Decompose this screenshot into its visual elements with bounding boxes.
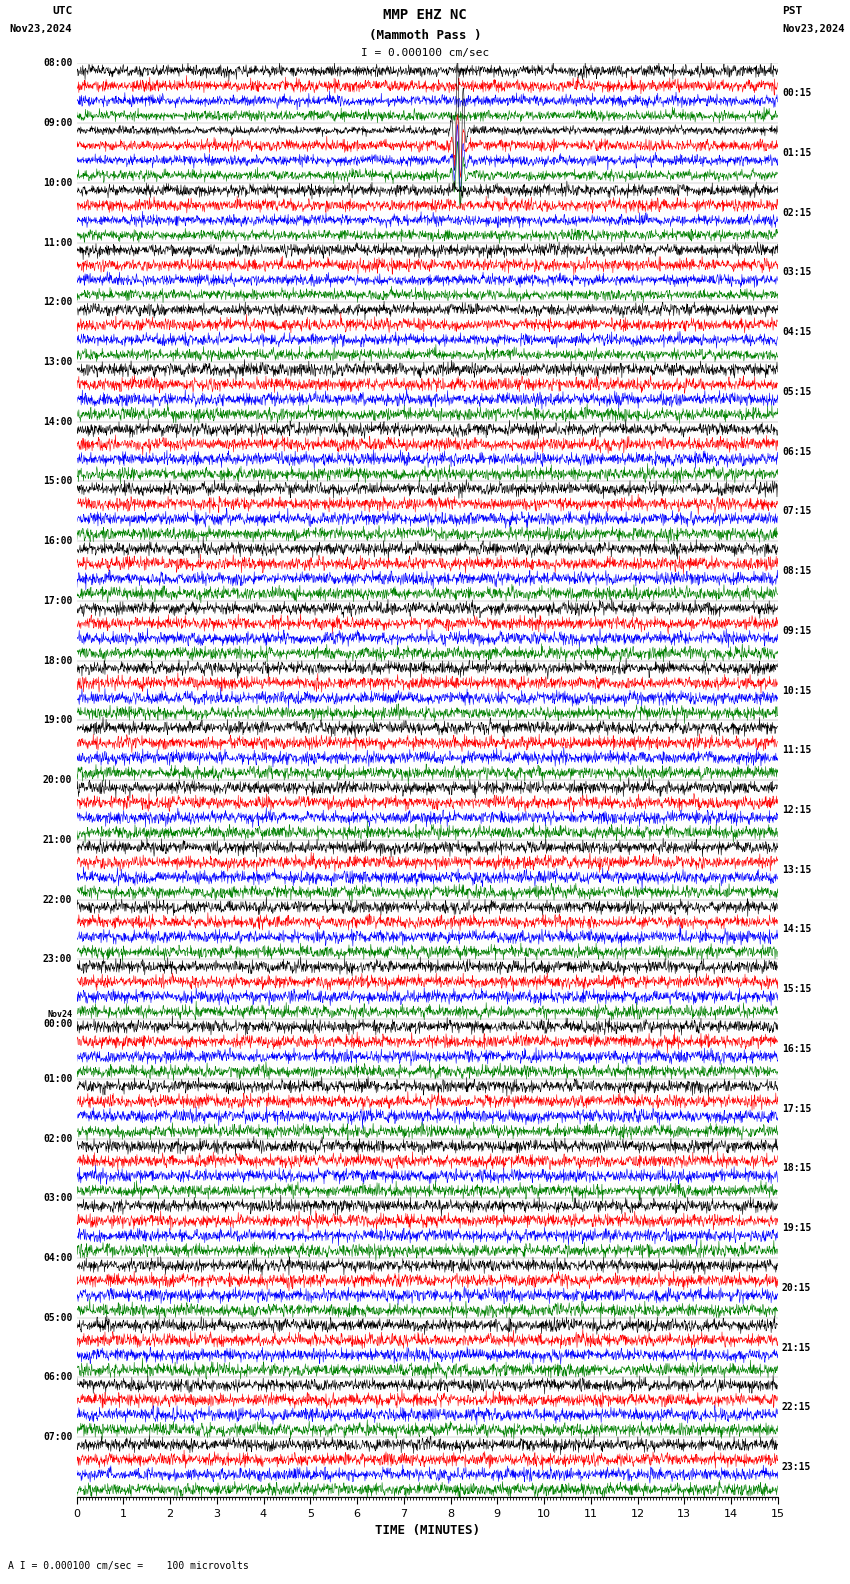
Text: 06:00: 06:00 bbox=[42, 1372, 72, 1383]
Text: 04:00: 04:00 bbox=[42, 1253, 72, 1262]
Text: 15:15: 15:15 bbox=[782, 984, 812, 995]
Text: 23:00: 23:00 bbox=[42, 954, 72, 965]
Text: 22:15: 22:15 bbox=[782, 1402, 812, 1413]
Text: 20:15: 20:15 bbox=[782, 1283, 812, 1293]
Text: 05:15: 05:15 bbox=[782, 386, 812, 398]
Text: 23:15: 23:15 bbox=[782, 1462, 812, 1472]
Text: 01:00: 01:00 bbox=[42, 1074, 72, 1083]
Text: 13:00: 13:00 bbox=[42, 356, 72, 367]
Text: 21:15: 21:15 bbox=[782, 1343, 812, 1353]
Text: 05:00: 05:00 bbox=[42, 1313, 72, 1323]
Text: 10:15: 10:15 bbox=[782, 686, 812, 695]
Text: 11:15: 11:15 bbox=[782, 744, 812, 756]
Text: 14:15: 14:15 bbox=[782, 925, 812, 935]
Text: Nov23,2024: Nov23,2024 bbox=[9, 24, 72, 33]
Text: 17:15: 17:15 bbox=[782, 1104, 812, 1114]
Text: 16:15: 16:15 bbox=[782, 1044, 812, 1053]
Text: 02:15: 02:15 bbox=[782, 208, 812, 217]
Text: 15:00: 15:00 bbox=[42, 477, 72, 486]
Text: 07:00: 07:00 bbox=[42, 1432, 72, 1441]
Text: MMP EHZ NC: MMP EHZ NC bbox=[383, 8, 467, 22]
Text: 08:00: 08:00 bbox=[42, 59, 72, 68]
Text: PST: PST bbox=[782, 6, 802, 16]
Text: 19:15: 19:15 bbox=[782, 1223, 812, 1232]
Text: I = 0.000100 cm/sec: I = 0.000100 cm/sec bbox=[361, 48, 489, 57]
Text: 19:00: 19:00 bbox=[42, 716, 72, 725]
Text: (Mammoth Pass ): (Mammoth Pass ) bbox=[369, 29, 481, 41]
Text: 00:15: 00:15 bbox=[782, 89, 812, 98]
Text: 17:00: 17:00 bbox=[42, 596, 72, 607]
Text: 22:00: 22:00 bbox=[42, 895, 72, 904]
Text: 03:00: 03:00 bbox=[42, 1193, 72, 1204]
Text: 04:15: 04:15 bbox=[782, 328, 812, 337]
Text: 13:15: 13:15 bbox=[782, 865, 812, 874]
Text: 20:00: 20:00 bbox=[42, 775, 72, 786]
Text: 08:15: 08:15 bbox=[782, 565, 812, 577]
Text: 12:00: 12:00 bbox=[42, 298, 72, 307]
Text: 06:15: 06:15 bbox=[782, 447, 812, 456]
Text: 18:15: 18:15 bbox=[782, 1163, 812, 1174]
Text: 03:15: 03:15 bbox=[782, 268, 812, 277]
Text: UTC: UTC bbox=[52, 6, 72, 16]
Text: 10:00: 10:00 bbox=[42, 177, 72, 188]
Text: Nov24: Nov24 bbox=[48, 1011, 72, 1019]
Text: Nov23,2024: Nov23,2024 bbox=[782, 24, 845, 33]
Text: 18:00: 18:00 bbox=[42, 656, 72, 665]
Text: 12:15: 12:15 bbox=[782, 805, 812, 816]
Text: 11:00: 11:00 bbox=[42, 238, 72, 247]
Text: A I = 0.000100 cm/sec =    100 microvolts: A I = 0.000100 cm/sec = 100 microvolts bbox=[8, 1562, 249, 1571]
Text: 14:00: 14:00 bbox=[42, 417, 72, 426]
Text: 00:00: 00:00 bbox=[42, 1019, 72, 1030]
Text: 01:15: 01:15 bbox=[782, 147, 812, 158]
Text: 09:00: 09:00 bbox=[42, 119, 72, 128]
Text: 02:00: 02:00 bbox=[42, 1134, 72, 1144]
Text: 21:00: 21:00 bbox=[42, 835, 72, 844]
Text: 09:15: 09:15 bbox=[782, 626, 812, 635]
Text: 16:00: 16:00 bbox=[42, 537, 72, 546]
X-axis label: TIME (MINUTES): TIME (MINUTES) bbox=[375, 1524, 479, 1536]
Text: 07:15: 07:15 bbox=[782, 507, 812, 516]
